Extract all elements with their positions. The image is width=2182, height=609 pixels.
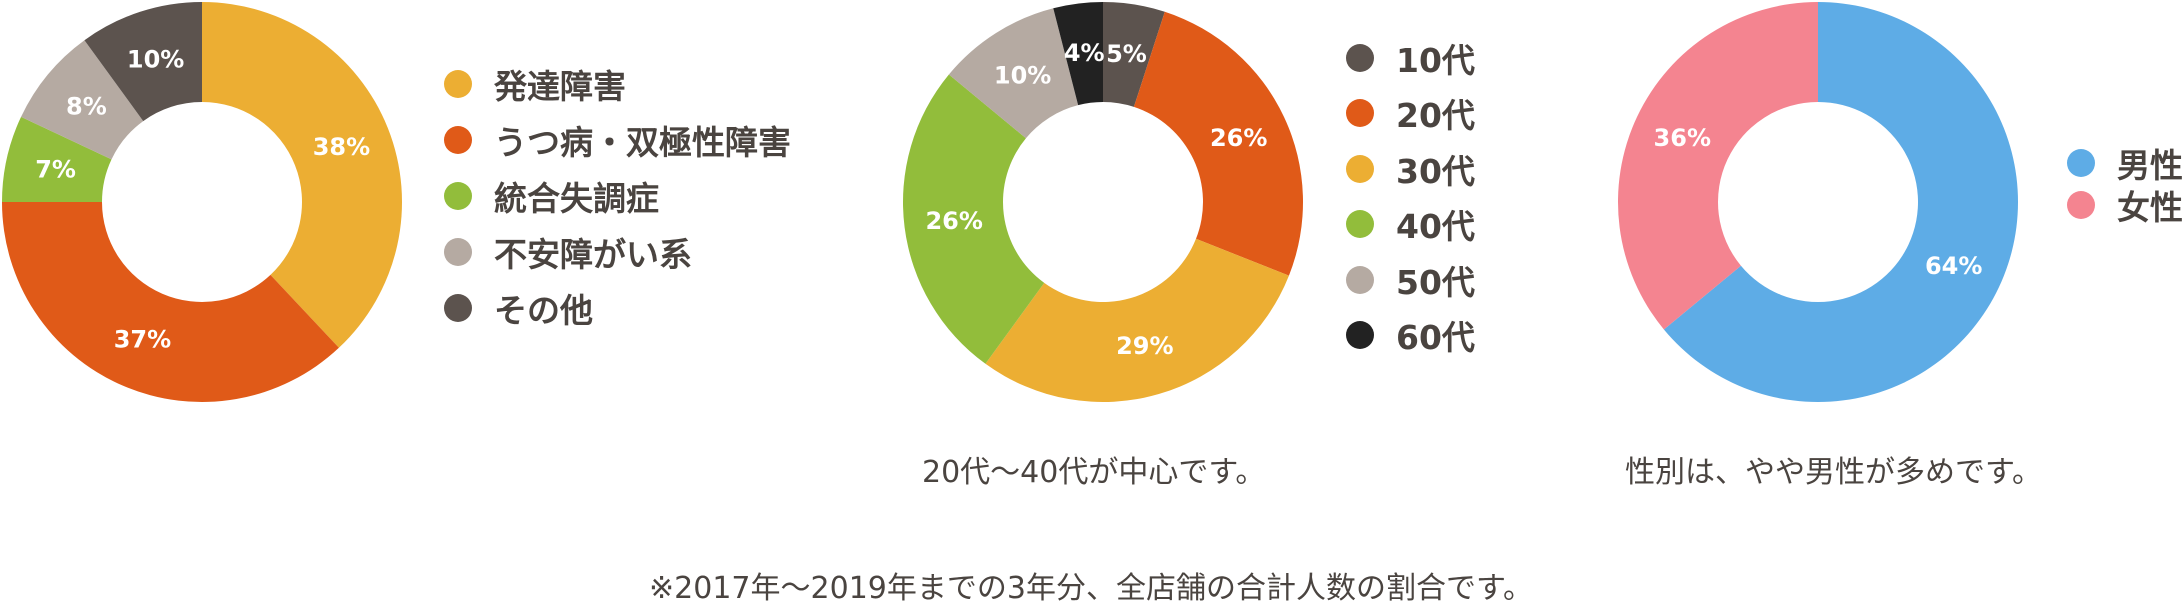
legend-label: 発達障害 [494, 67, 626, 106]
legend-swatch [444, 294, 472, 322]
legend-swatch [2067, 149, 2095, 177]
gender-legend: 男性 女性 [2067, 142, 2182, 227]
slice-1 [1103, 2, 1165, 107]
slice-label-1: 5% [1106, 40, 1147, 68]
legend-swatch [1346, 321, 1374, 350]
age-caption: 20代〜40代が中心です。 [922, 455, 1266, 490]
gender-chart: 64% 36% 男性 女性 性別は、やや男性が多めです。 [1610, 0, 2182, 500]
legend-label: 20代 [1396, 96, 1475, 136]
legend-swatch [1346, 99, 1374, 128]
age-chart: 5% 26% 29% 26% 10% 4% 10代 20代 30代 40代 50代 60代 20代〜… [890, 0, 1590, 500]
legend-item: その他 [444, 280, 791, 336]
legend-swatch [444, 70, 472, 98]
legend-label: 女性 [2117, 188, 2182, 227]
slice-label-4: 26% [925, 207, 982, 235]
legend-swatch [1346, 265, 1374, 294]
legend-label: 10代 [1396, 40, 1475, 80]
slice-label-5: 10% [127, 45, 184, 73]
legend-label: 不安障がい系 [494, 235, 692, 274]
legend-label: 30代 [1396, 151, 1475, 191]
slice-label-2: 37% [114, 326, 171, 354]
slice-6 [1053, 1, 1103, 106]
legend-label: その他 [494, 291, 593, 330]
legend-label: 60代 [1396, 318, 1475, 358]
slice-2 [1133, 11, 1303, 276]
legend-swatch [444, 182, 472, 210]
diagnosis-chart: 38% 37% 7% 8% 10% 発達障害うつ病・双極性障害 統合失調症不安障がい系 その… [0, 0, 900, 420]
legend-item: 20代 [1346, 86, 1475, 142]
legend-item: うつ病・双極性障害 [444, 112, 791, 168]
legend-item: 50代 [1346, 252, 1475, 308]
legend-item: 男性 [2067, 142, 2182, 185]
slice-label-6: 4% [1064, 39, 1105, 67]
legend-item: 40代 [1346, 197, 1475, 253]
slice-2 [2, 202, 339, 402]
slice-1 [202, 2, 402, 348]
slice-4 [21, 40, 144, 160]
legend-swatch [1346, 210, 1374, 239]
slice-label-4: 8% [66, 92, 107, 120]
legend-label: 統合失調症 [494, 179, 659, 218]
slice-2 [1618, 2, 1818, 330]
slice-5 [84, 2, 202, 122]
legend-swatch [444, 238, 472, 266]
legend-item: 統合失調症 [444, 168, 791, 224]
slice-label-2: 26% [1210, 124, 1267, 152]
legend-item: 60代 [1346, 308, 1475, 364]
slice-label-2: 36% [1654, 124, 1711, 152]
legend-item: 不安障がい系 [444, 224, 791, 280]
age-donut: 5% 26% 29% 26% 10% 4% [903, 1, 1303, 402]
legend-label: 男性 [2117, 146, 2182, 185]
legend-item: 女性 [2067, 184, 2182, 227]
legend-swatch [2067, 191, 2095, 219]
slice-label-5: 10% [994, 61, 1051, 89]
legend-item: 10代 [1346, 30, 1475, 86]
legend-label: 50代 [1396, 262, 1475, 302]
legend-swatch [1346, 43, 1374, 72]
slice-5 [948, 8, 1079, 139]
slice-3 [2, 116, 112, 202]
gender-donut: 64% 36% [1618, 2, 2018, 403]
legend-swatch [1346, 154, 1374, 183]
gender-caption: 性別は、やや男性が多めです。 [1625, 455, 2042, 490]
diagnosis-donut: 38% 37% 7% 8% 10% [2, 2, 402, 402]
slice-label-3: 29% [1116, 332, 1173, 360]
diagnosis-legend: 発達障害うつ病・双極性障害 統合失調症不安障がい系 その他 [444, 56, 791, 336]
slice-label-1: 64% [1925, 252, 1982, 280]
legend-item: 発達障害 [444, 56, 791, 112]
slice-3 [985, 238, 1289, 402]
legend-label: うつ病・双極性障害 [494, 123, 791, 162]
legend-label: 40代 [1396, 207, 1475, 247]
slice-1 [1663, 2, 2018, 403]
slice-label-1: 38% [313, 133, 370, 161]
footnote: ※2017年〜2019年までの3年分、全店舗の合計人数の割合です。 [649, 571, 1533, 606]
legend-swatch [444, 126, 472, 154]
slice-4 [903, 74, 1045, 364]
age-legend: 10代 20代 30代 40代 50代 60代 [1346, 30, 1475, 363]
legend-item: 30代 [1346, 141, 1475, 197]
slice-label-3: 7% [35, 155, 76, 183]
